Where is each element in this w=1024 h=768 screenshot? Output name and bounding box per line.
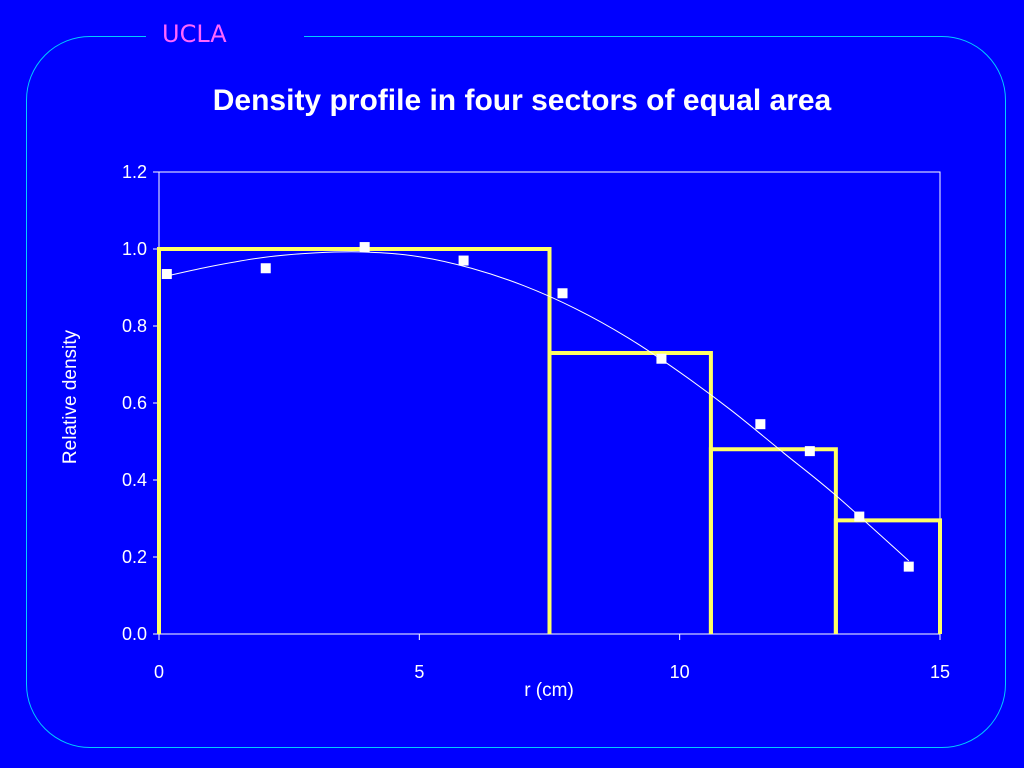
y-tick-label: 0.4 — [122, 470, 147, 490]
sector-steps — [157, 247, 942, 634]
x-tick-label: 15 — [930, 662, 950, 682]
frame-gap — [146, 30, 304, 44]
fit-curve-line — [166, 251, 910, 562]
sector-step — [547, 350, 713, 634]
slide-frame — [26, 36, 1006, 748]
data-point — [161, 269, 172, 280]
data-point — [854, 511, 865, 522]
x-tick-label: 0 — [154, 662, 164, 682]
data-markers — [161, 242, 914, 572]
sector-step — [157, 247, 552, 634]
y-tick-label: 0.0 — [122, 624, 147, 644]
x-axis-label: r (cm) — [524, 680, 574, 701]
y-tick-label: 0.8 — [122, 316, 147, 336]
chart-title: Density profile in four sectors of equal… — [212, 84, 832, 117]
data-point — [260, 263, 271, 274]
axes: 0.0 0.2 0.4 0.6 0.8 1.0 1.2 0 5 10 15 — [122, 162, 950, 682]
data-point — [903, 561, 914, 572]
fit-curve — [166, 251, 910, 562]
y-tick-label: 0.2 — [122, 547, 147, 567]
data-point — [359, 242, 370, 253]
data-point — [804, 446, 815, 457]
y-axis-label: Relative density — [60, 329, 81, 464]
x-tick-label: 5 — [414, 662, 424, 682]
brand-logo: UCLA — [162, 20, 227, 48]
sector-step — [708, 447, 838, 634]
y-tick-label: 0.6 — [122, 393, 147, 413]
data-point — [755, 419, 766, 430]
data-point — [557, 288, 568, 299]
sector-step — [833, 518, 942, 634]
y-tick-label: 1.0 — [122, 239, 147, 259]
data-point — [458, 255, 469, 266]
y-tick-label: 1.2 — [122, 162, 147, 182]
x-tick-label: 10 — [670, 662, 690, 682]
data-point — [656, 353, 667, 364]
